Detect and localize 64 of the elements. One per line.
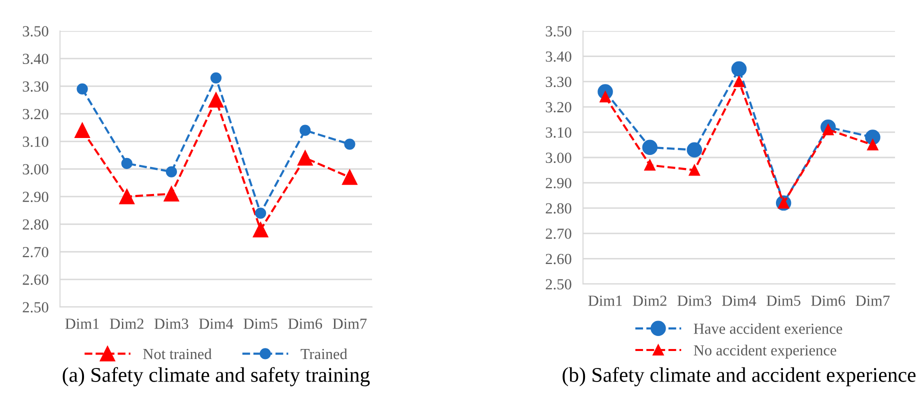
y-tick-label: 3.10 [22, 136, 48, 147]
y-tick-label: 2.80 [22, 219, 48, 230]
x-tick-label: Dim3 [677, 296, 712, 306]
point [733, 76, 745, 88]
point [255, 208, 266, 219]
y-tick-label: 2.80 [546, 203, 572, 214]
point [119, 188, 134, 204]
point [300, 124, 311, 136]
y-tick-label: 3.00 [546, 152, 572, 164]
x-tick-label: Dim2 [632, 296, 666, 306]
y-tick-label: 2.60 [22, 274, 48, 285]
y-tick-label: 2.90 [22, 192, 48, 202]
y-tick-label: 2.70 [22, 246, 48, 258]
point [76, 83, 88, 95]
point [208, 92, 224, 108]
x-tick-label: Dim4 [199, 318, 234, 329]
text: (b) Safety climate and accident experience [562, 367, 916, 386]
y-tick-label: 3.50 [546, 26, 572, 37]
y-tick-label: 3.10 [546, 127, 572, 138]
y-tick-label: 3.30 [546, 76, 572, 88]
x-tick-label: Dim5 [766, 296, 800, 306]
y-tick-label: 2.50 [22, 302, 48, 313]
x-tick-label: Dim3 [154, 318, 188, 329]
x-tick-label: Dim7 [332, 318, 367, 329]
point [121, 158, 132, 170]
point [344, 138, 356, 150]
legend-label: Trained [300, 348, 348, 360]
y-tick-label: 3.40 [22, 54, 48, 64]
point [298, 150, 313, 166]
x-tick-label: Dim7 [856, 296, 890, 306]
legend-label: Not trained [143, 348, 212, 360]
point [865, 130, 880, 145]
point [731, 61, 747, 77]
x-tick-label: Dim2 [110, 318, 144, 329]
y-tick-label: 2.70 [546, 228, 572, 239]
y-tick-label: 2.50 [546, 279, 572, 290]
x-tick-label: Dim6 [288, 318, 322, 329]
point [210, 72, 222, 84]
y-tick-label: 3.20 [546, 102, 572, 112]
point [688, 164, 700, 176]
point [74, 122, 90, 138]
x-tick-label: Dim6 [811, 296, 846, 306]
point [252, 222, 268, 238]
y-tick-label: 3.30 [22, 81, 48, 92]
legend-label: No accident experience [694, 344, 836, 359]
point [867, 139, 878, 150]
x-tick-label: Dim1 [588, 296, 622, 306]
y-tick-label: 3.50 [22, 26, 48, 37]
point [642, 140, 658, 156]
text: (a) Safety climate and safety training [62, 367, 370, 386]
point [164, 186, 180, 202]
point [166, 166, 177, 178]
point [644, 160, 656, 171]
y-tick-label: 3.00 [22, 164, 48, 175]
y-tick-label: 3.40 [546, 51, 572, 62]
point [342, 170, 358, 185]
x-tick-label: Dim4 [722, 296, 756, 306]
y-tick-label: 3.20 [22, 108, 48, 120]
x-tick-label: Dim1 [65, 318, 99, 329]
point [686, 142, 702, 158]
legend-label: Have accident exerience [694, 323, 842, 334]
x-tick-label: Dim5 [244, 318, 278, 329]
y-tick-label: 2.90 [546, 178, 572, 188]
y-tick-label: 2.60 [546, 254, 572, 264]
